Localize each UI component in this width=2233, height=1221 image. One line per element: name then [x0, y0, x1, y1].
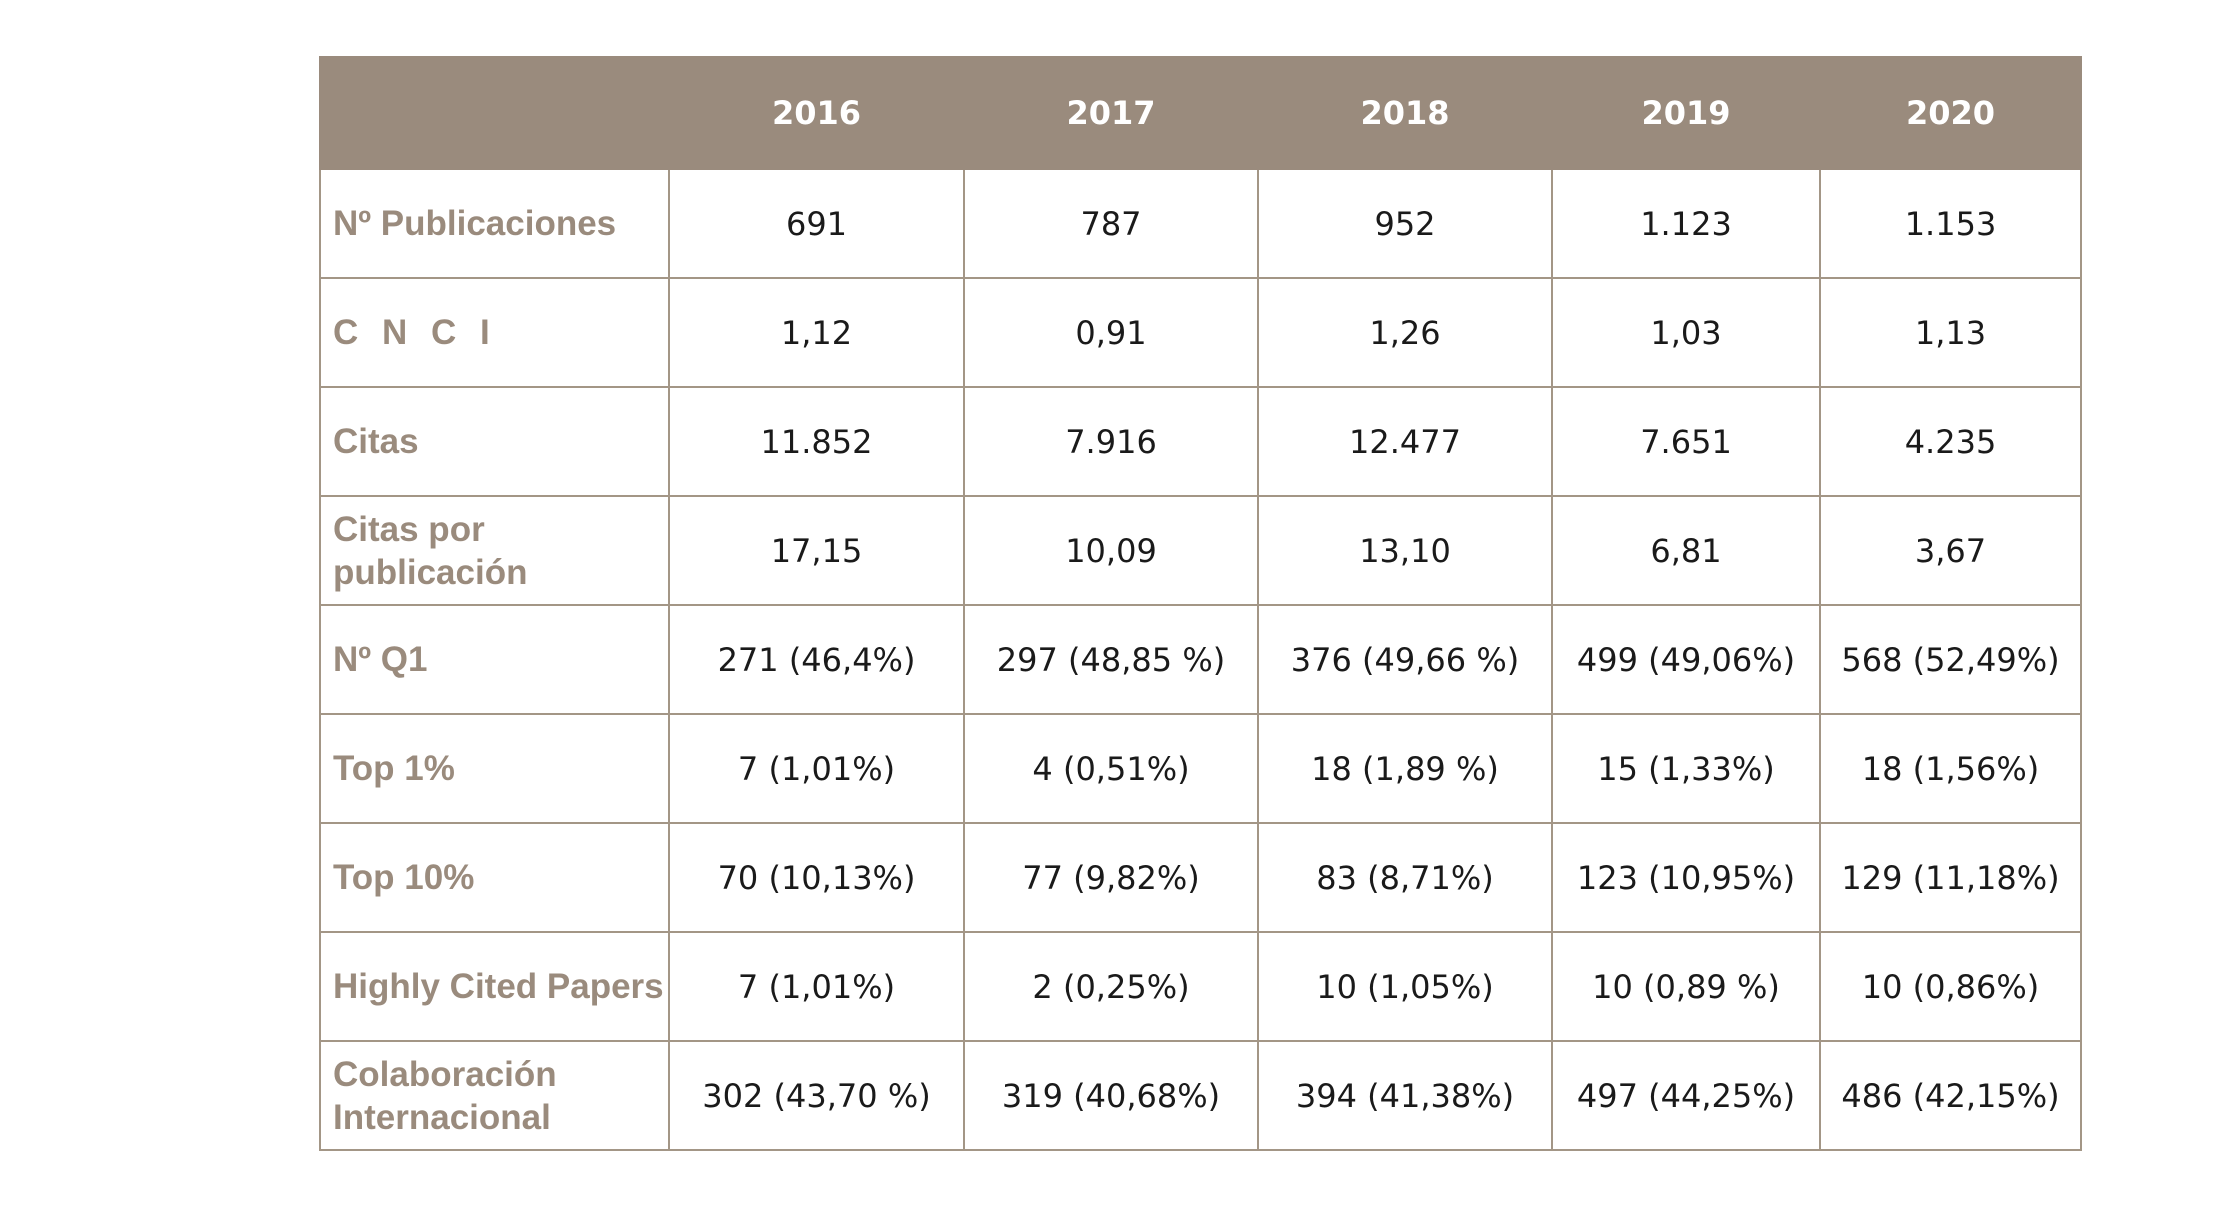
table-cell: 3,67	[1819, 495, 2082, 606]
table-cell: 12.477	[1257, 386, 1553, 497]
table-cell: 497 (44,25%)	[1551, 1040, 1821, 1151]
table-cell: 10 (0,89 %)	[1551, 931, 1821, 1042]
table-cell: 319 (40,68%)	[963, 1040, 1259, 1151]
table-cell: 4.235	[1819, 386, 2082, 497]
table-cell: 10 (1,05%)	[1257, 931, 1553, 1042]
header-year-2019: 2019	[1551, 56, 1821, 170]
table-row-citas-por-publicacion: Citas por publicación 17,15 10,09 13,10 …	[319, 495, 2082, 606]
table-cell: 376 (49,66 %)	[1257, 604, 1553, 715]
row-label: Citas	[319, 386, 670, 497]
row-label: Highly Cited Papers	[319, 931, 670, 1042]
table-cell: 486 (42,15%)	[1819, 1040, 2082, 1151]
table-cell: 0,91	[963, 277, 1259, 388]
table-cell: 7.651	[1551, 386, 1821, 497]
header-year-2016: 2016	[668, 56, 965, 170]
table-row-colaboracion-internacional: Colaboración Internacional 302 (43,70 %)…	[319, 1040, 2082, 1151]
table-cell: 13,10	[1257, 495, 1553, 606]
table-cell: 499 (49,06%)	[1551, 604, 1821, 715]
metrics-table-container: 2016 2017 2018 2019 2020 Nº Publicacione…	[319, 56, 2082, 1151]
metrics-table: 2016 2017 2018 2019 2020 Nº Publicacione…	[319, 56, 2082, 1151]
table-cell: 17,15	[668, 495, 965, 606]
table-cell: 4 (0,51%)	[963, 713, 1259, 824]
table-cell: 7.916	[963, 386, 1259, 497]
table-cell: 302 (43,70 %)	[668, 1040, 965, 1151]
table-row-cnci: C N C I 1,12 0,91 1,26 1,03 1,13	[319, 277, 2082, 388]
table-cell: 77 (9,82%)	[963, 822, 1259, 933]
table-cell: 1,03	[1551, 277, 1821, 388]
header-corner-cell	[319, 56, 670, 170]
table-cell: 15 (1,33%)	[1551, 713, 1821, 824]
table-cell: 568 (52,49%)	[1819, 604, 2082, 715]
table-cell: 18 (1,56%)	[1819, 713, 2082, 824]
table-cell: 123 (10,95%)	[1551, 822, 1821, 933]
table-cell: 1,12	[668, 277, 965, 388]
table-cell: 11.852	[668, 386, 965, 497]
row-label: Top 1%	[319, 713, 670, 824]
table-cell: 271 (46,4%)	[668, 604, 965, 715]
table-cell: 18 (1,89 %)	[1257, 713, 1553, 824]
table-cell: 952	[1257, 168, 1553, 279]
table-row-top-1: Top 1% 7 (1,01%) 4 (0,51%) 18 (1,89 %) 1…	[319, 713, 2082, 824]
table-cell: 394 (41,38%)	[1257, 1040, 1553, 1151]
row-label: Citas por publicación	[319, 495, 670, 606]
table-cell: 83 (8,71%)	[1257, 822, 1553, 933]
table-row-top-10: Top 10% 70 (10,13%) 77 (9,82%) 83 (8,71%…	[319, 822, 2082, 933]
table-cell: 129 (11,18%)	[1819, 822, 2082, 933]
row-label: Nº Q1	[319, 604, 670, 715]
table-cell: 297 (48,85 %)	[963, 604, 1259, 715]
table-cell: 1.153	[1819, 168, 2082, 279]
table-cell: 7 (1,01%)	[668, 931, 965, 1042]
header-row: 2016 2017 2018 2019 2020	[319, 56, 2082, 170]
table-cell: 1,13	[1819, 277, 2082, 388]
row-label: Top 10%	[319, 822, 670, 933]
table-cell: 1,26	[1257, 277, 1553, 388]
header-year-2017: 2017	[963, 56, 1259, 170]
row-label: C N C I	[319, 277, 670, 388]
table-cell: 787	[963, 168, 1259, 279]
table-row-publicaciones: Nº Publicaciones 691 787 952 1.123 1.153	[319, 168, 2082, 279]
table-row-highly-cited-papers: Highly Cited Papers 7 (1,01%) 2 (0,25%) …	[319, 931, 2082, 1042]
header-year-2020: 2020	[1819, 56, 2082, 170]
table-cell: 70 (10,13%)	[668, 822, 965, 933]
table-cell: 2 (0,25%)	[963, 931, 1259, 1042]
row-label: Colaboración Internacional	[319, 1040, 670, 1151]
table-row-citas: Citas 11.852 7.916 12.477 7.651 4.235	[319, 386, 2082, 497]
table-cell: 691	[668, 168, 965, 279]
table-row-q1: Nº Q1 271 (46,4%) 297 (48,85 %) 376 (49,…	[319, 604, 2082, 715]
table-cell: 10,09	[963, 495, 1259, 606]
table-cell: 10 (0,86%)	[1819, 931, 2082, 1042]
table-cell: 7 (1,01%)	[668, 713, 965, 824]
table-cell: 1.123	[1551, 168, 1821, 279]
table-cell: 6,81	[1551, 495, 1821, 606]
header-year-2018: 2018	[1257, 56, 1553, 170]
row-label: Nº Publicaciones	[319, 168, 670, 279]
